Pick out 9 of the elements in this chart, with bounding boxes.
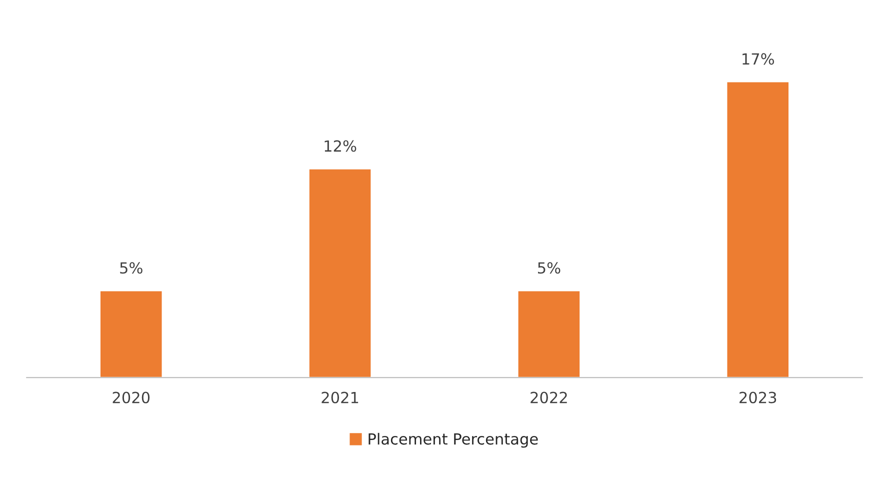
x-tick-label: 2021 — [322, 392, 358, 404]
x-tick-label: 2020 — [112, 392, 150, 404]
x-tick-label: 2023 — [740, 392, 776, 404]
data-label: 5% — [538, 262, 560, 274]
data-label: 5% — [120, 262, 142, 274]
x-tick-label: 2022 — [530, 392, 567, 404]
data-label: 12% — [324, 140, 356, 152]
data-label: 17% — [742, 53, 774, 65]
legend-label: Placement Percentage — [368, 432, 538, 448]
